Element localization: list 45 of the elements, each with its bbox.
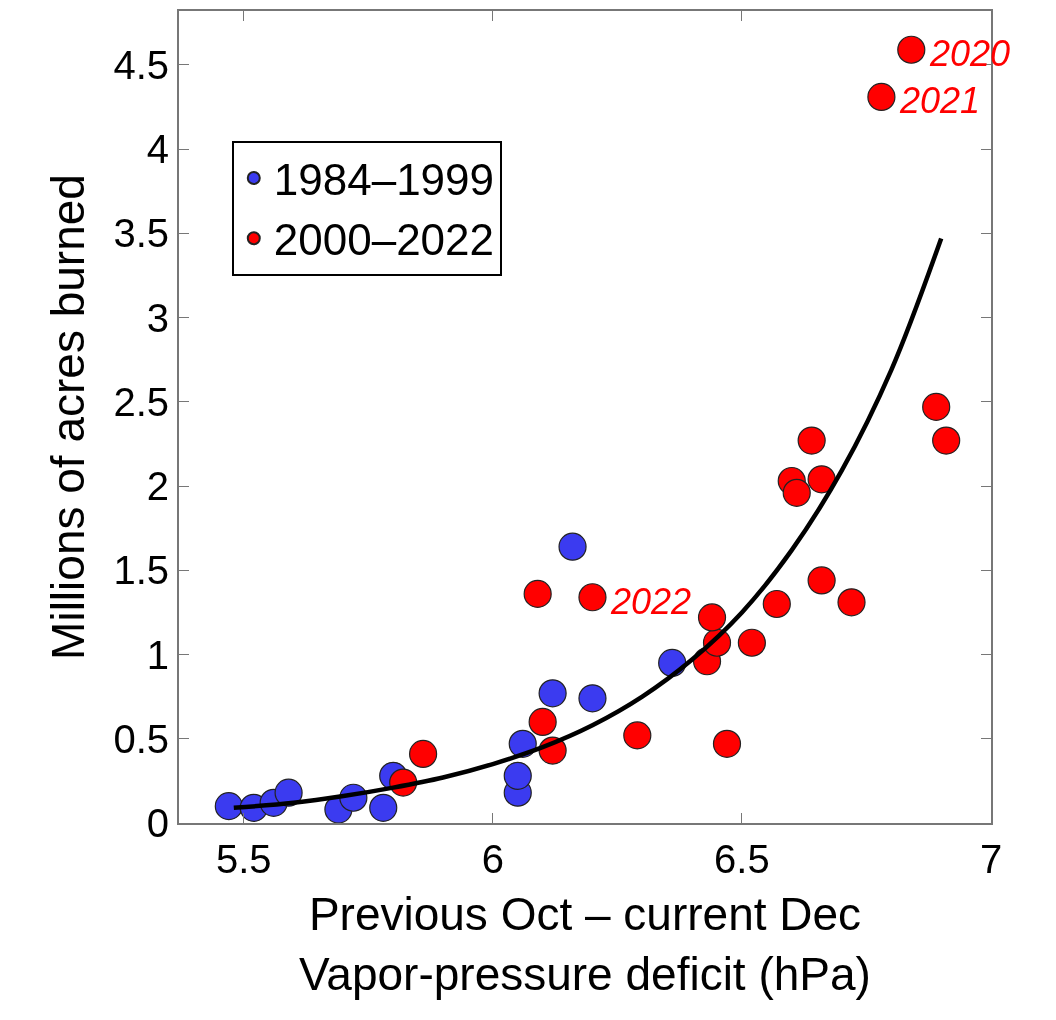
point [737,628,766,657]
x-tick-label: 5.5 [215,837,272,881]
point [932,426,961,455]
point [897,35,926,64]
point [807,566,836,595]
annotation: 2022 [610,581,692,622]
annotation: 2020 [929,33,1011,74]
y-tick-label: 4.5 [113,42,169,87]
y-tick-label: 3.5 [113,211,169,256]
point [797,426,826,455]
legend-label: 1984–1999 [273,155,495,205]
y-tick-label: 4 [146,127,169,172]
point [762,589,791,619]
y-tick-label: 1 [146,632,169,677]
x-tick-label: 7 [979,837,1003,881]
point [807,465,836,494]
legend-label: 2000–2022 [273,215,495,265]
y-tick-label: 1.5 [113,548,169,593]
point [538,679,567,708]
point [782,478,811,507]
annotation: 2021 [899,80,981,121]
y-tick-label: 2.5 [113,379,169,424]
point [558,532,587,561]
point [409,739,438,769]
x-tick-label: 6 [481,837,504,881]
point [523,579,552,608]
point [837,588,866,617]
point [867,82,896,112]
y-tick-label: 0 [146,801,169,845]
point [712,729,742,758]
point [369,793,398,822]
point [623,721,652,750]
point [503,761,532,790]
point [697,603,727,632]
point [528,707,557,737]
point [214,792,243,821]
y-axis-title: Millions of acres burned [42,174,95,660]
point [578,684,607,713]
x-tick-label: 6.5 [714,837,770,881]
y-tick-label: 0.5 [113,716,169,761]
y-tick-label: 2 [146,464,169,509]
point [578,583,607,612]
point [922,392,951,421]
y-tick-label: 3 [146,295,169,340]
x-axis-title: Previous Oct – current Dec Vapor-pressure deficit (hPa) [299,888,871,1000]
